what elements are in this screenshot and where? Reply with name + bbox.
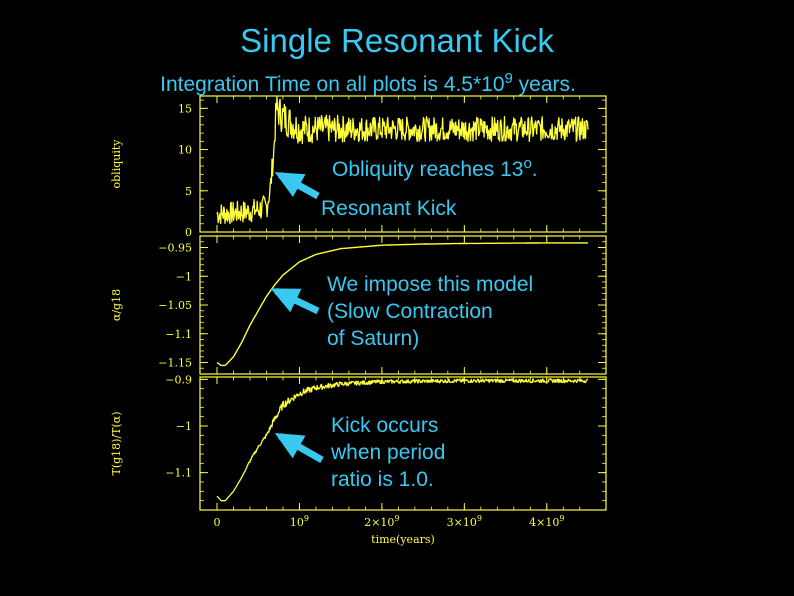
x-tick-exponent: 9 bbox=[304, 514, 309, 523]
plot-frame bbox=[199, 95, 607, 233]
model-arrow-head bbox=[270, 288, 302, 313]
x-axis-label: time(years) bbox=[371, 533, 435, 546]
x-tick-label: 4×109 bbox=[529, 514, 564, 529]
y-tick-label: −1.15 bbox=[158, 357, 192, 370]
kick-arrow-head bbox=[274, 433, 306, 459]
y-tick-label: 0 bbox=[185, 226, 192, 239]
plot-frame bbox=[199, 376, 607, 511]
y-tick-label: −1 bbox=[176, 420, 192, 433]
y-tick-label: 5 bbox=[185, 185, 192, 198]
subtitle-suffix: years. bbox=[512, 73, 576, 96]
kick-annotation-line: ratio is 1.0. bbox=[331, 468, 434, 491]
x-tick-label: 2×109 bbox=[364, 514, 399, 529]
x-tick-exponent: 9 bbox=[394, 514, 399, 523]
y-tick-label: −1 bbox=[176, 270, 192, 283]
x-tick-exponent: 9 bbox=[559, 514, 564, 523]
y-tick-label: −1.05 bbox=[158, 299, 192, 312]
series-line bbox=[216, 242, 589, 367]
y-tick-label: −0.9 bbox=[165, 373, 192, 386]
x-tick-label: 0 bbox=[214, 516, 221, 529]
y-tick-label: −1.1 bbox=[165, 328, 192, 341]
kick-annotation-line: Kick occurs bbox=[331, 414, 439, 437]
subtitle-exponent: 9 bbox=[504, 70, 513, 87]
obliquity-annotation-suffix: . bbox=[531, 158, 538, 181]
slide-subtitle: Integration Time on all plots is 4.5*109… bbox=[0, 70, 736, 97]
resonant-kick-arrow-head bbox=[274, 172, 306, 198]
model-annotation-line: of Saturn) bbox=[327, 327, 420, 350]
y-tick-label: 10 bbox=[178, 144, 192, 157]
y-axis-label: α/g18 bbox=[110, 289, 123, 321]
x-tick-exponent: 9 bbox=[477, 514, 482, 523]
model-annotation-line: (Slow Contraction bbox=[327, 300, 493, 323]
series-line bbox=[216, 378, 589, 502]
obliquity-annotation-degree: o bbox=[523, 155, 532, 172]
y-tick-label: −1.1 bbox=[165, 467, 192, 480]
x-tick-label: 3×109 bbox=[447, 514, 482, 529]
obliquity-annotation: Obliquity reaches 13o. bbox=[332, 150, 538, 183]
kick-annotation: Kick occurs when period ratio is 1.0. bbox=[331, 412, 445, 493]
y-tick-label: −0.95 bbox=[158, 242, 192, 255]
series-line bbox=[216, 96, 589, 225]
y-axis-label: obliquity bbox=[110, 139, 123, 189]
model-annotation-line: We impose this model bbox=[327, 273, 534, 296]
kick-annotation-line: when period bbox=[331, 441, 446, 464]
obliquity-annotation-text: Obliquity reaches 13 bbox=[332, 158, 524, 181]
resonant-kick-annotation: Resonant Kick bbox=[321, 197, 457, 220]
subtitle-text: Integration Time on all plots is 4.5*10 bbox=[160, 73, 505, 96]
y-axis-label: T(g18)/T(α) bbox=[110, 411, 123, 475]
slide-title: Single Resonant Kick bbox=[240, 22, 554, 59]
model-annotation: We impose this model (Slow Contraction o… bbox=[327, 271, 533, 352]
y-tick-label: 15 bbox=[178, 102, 192, 115]
x-tick-label: 109 bbox=[290, 514, 309, 529]
